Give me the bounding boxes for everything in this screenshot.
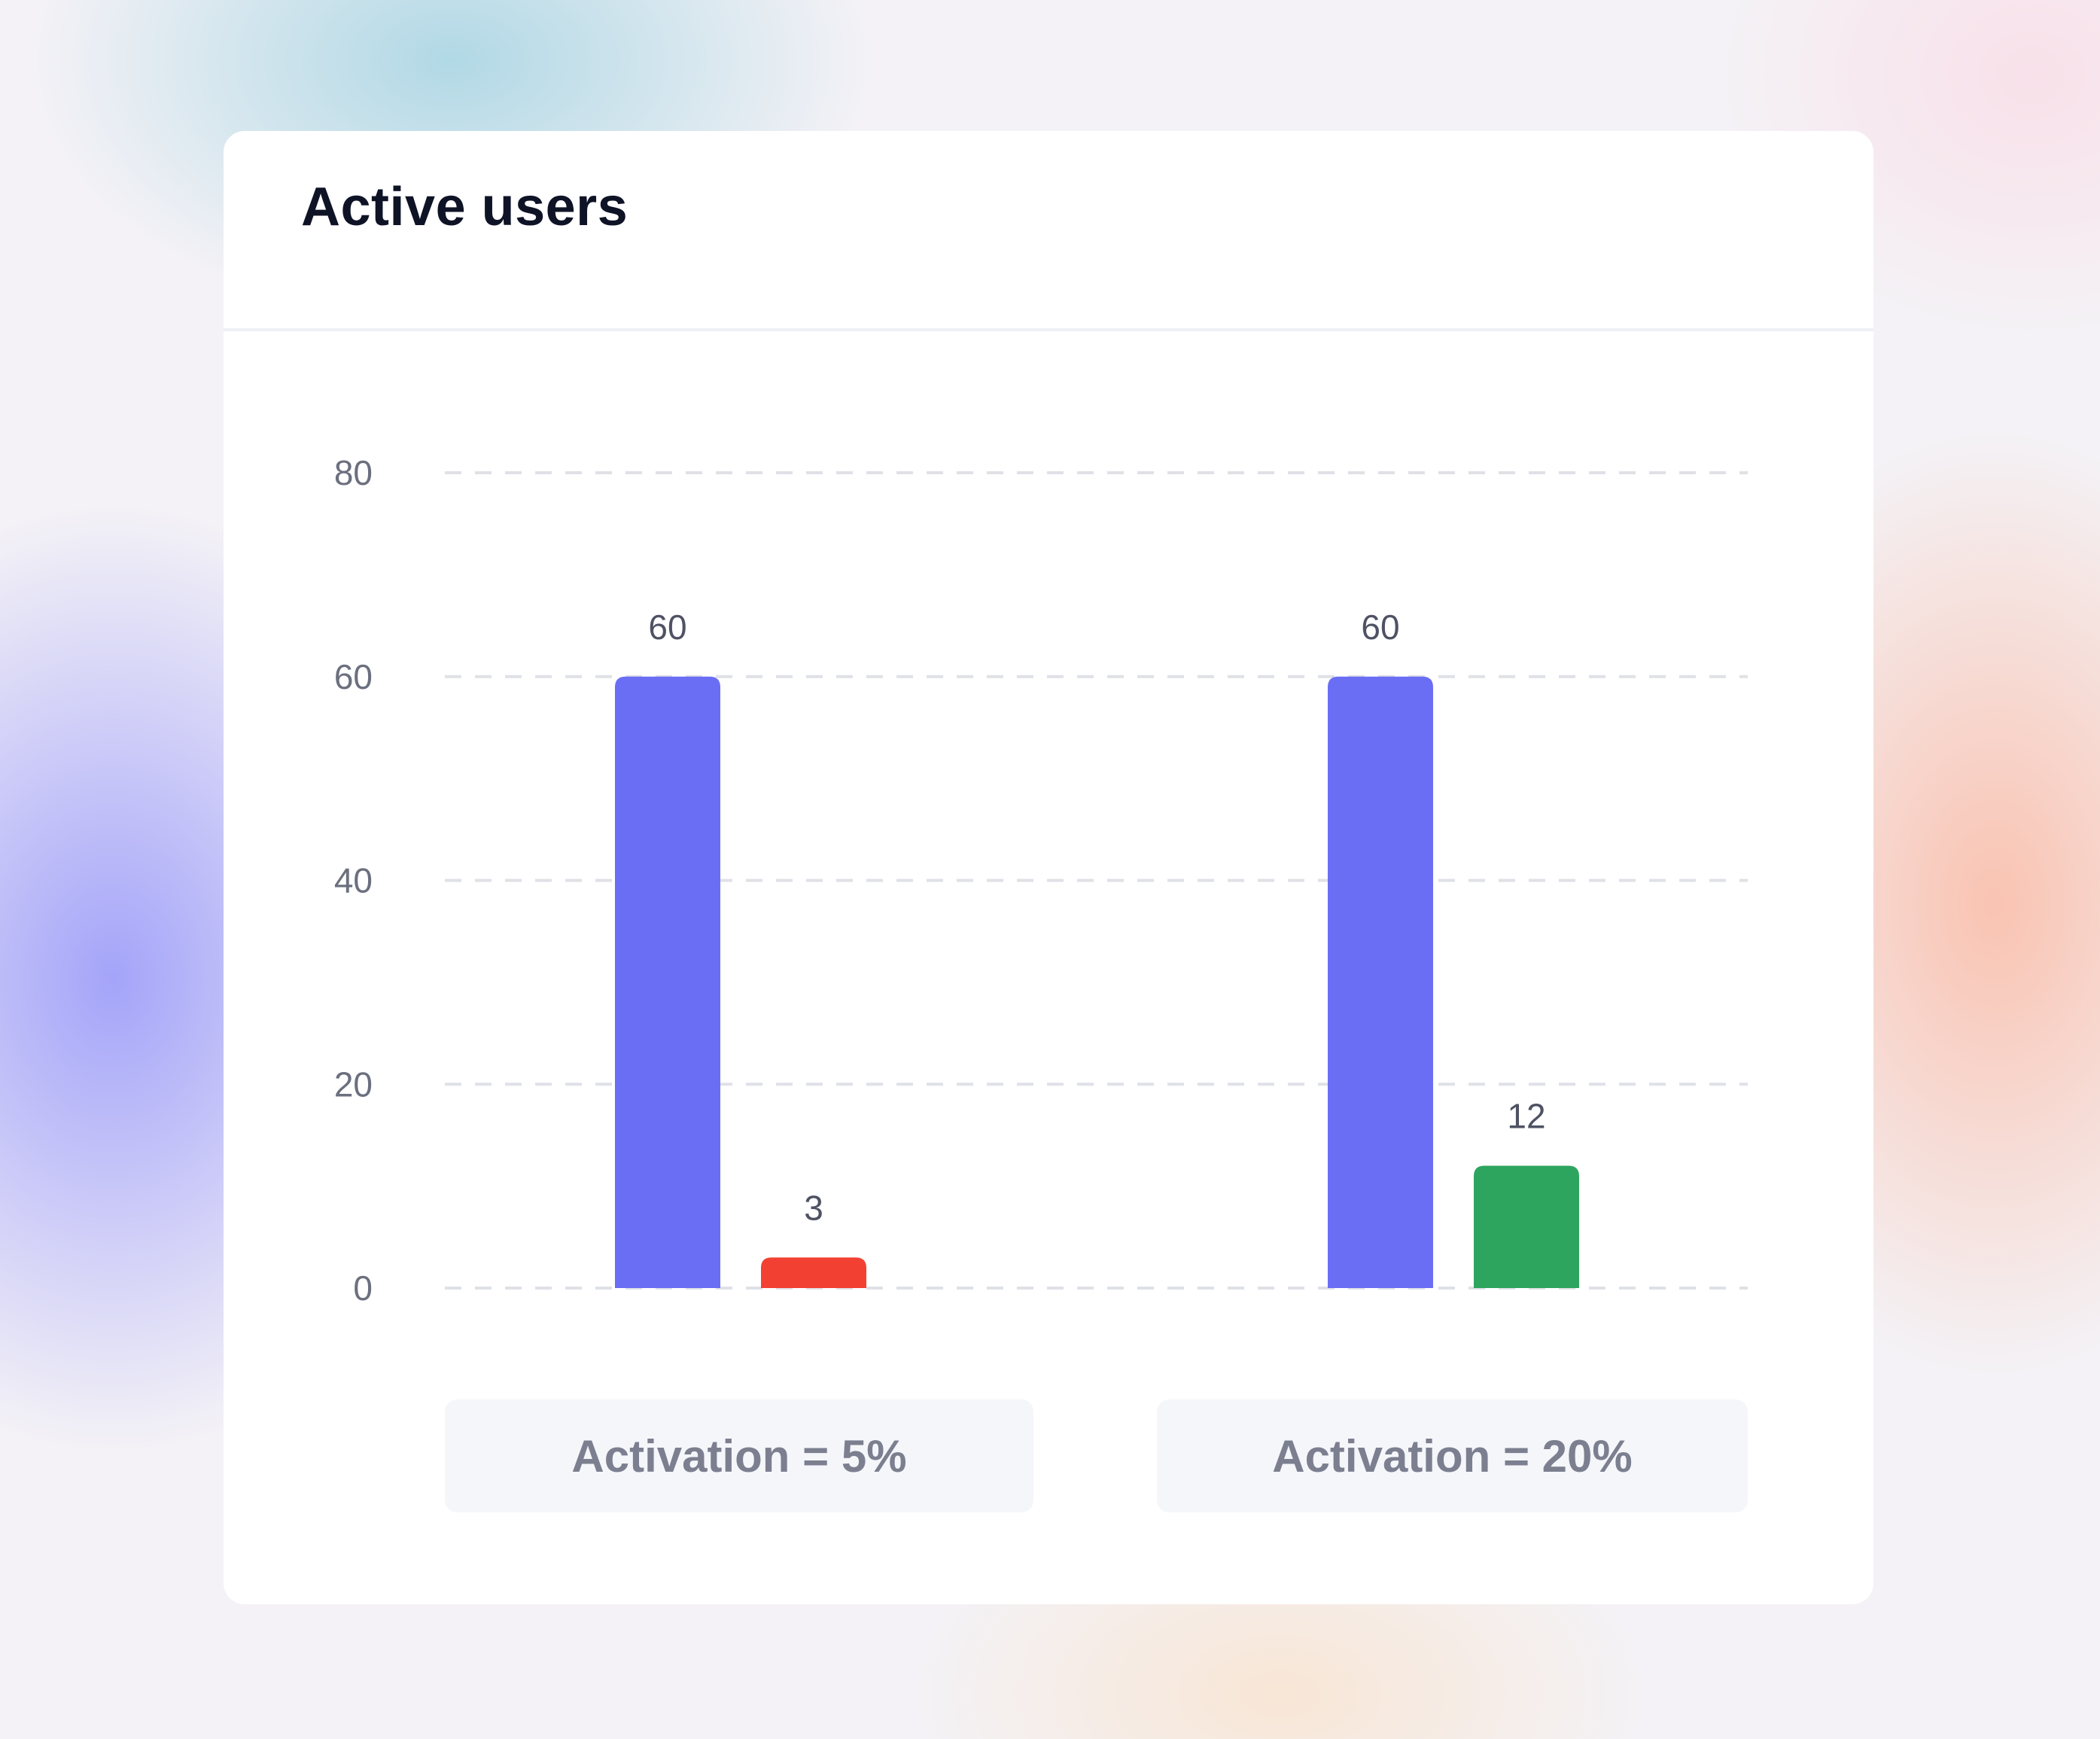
category-label-1: Activation = 20% xyxy=(1157,1399,1748,1512)
data-label: 60 xyxy=(1361,608,1399,647)
y-tick-label: 80 xyxy=(334,453,373,492)
y-tick-label: 20 xyxy=(334,1064,373,1104)
chart-title: Active users xyxy=(301,177,628,237)
data-label: 60 xyxy=(648,608,686,647)
header-divider xyxy=(224,328,1873,331)
bar xyxy=(761,1257,866,1288)
bar xyxy=(1328,676,1433,1288)
data-label: 3 xyxy=(804,1188,823,1227)
category-label-0: Activation = 5% xyxy=(445,1399,1033,1512)
y-tick-label: 0 xyxy=(353,1268,373,1308)
y-tick-label: 40 xyxy=(334,861,373,900)
y-tick-label: 60 xyxy=(334,657,373,696)
bar xyxy=(615,676,720,1288)
chart-card: Active users xyxy=(224,131,1873,1604)
data-label: 12 xyxy=(1507,1097,1545,1136)
bar xyxy=(1474,1165,1579,1288)
